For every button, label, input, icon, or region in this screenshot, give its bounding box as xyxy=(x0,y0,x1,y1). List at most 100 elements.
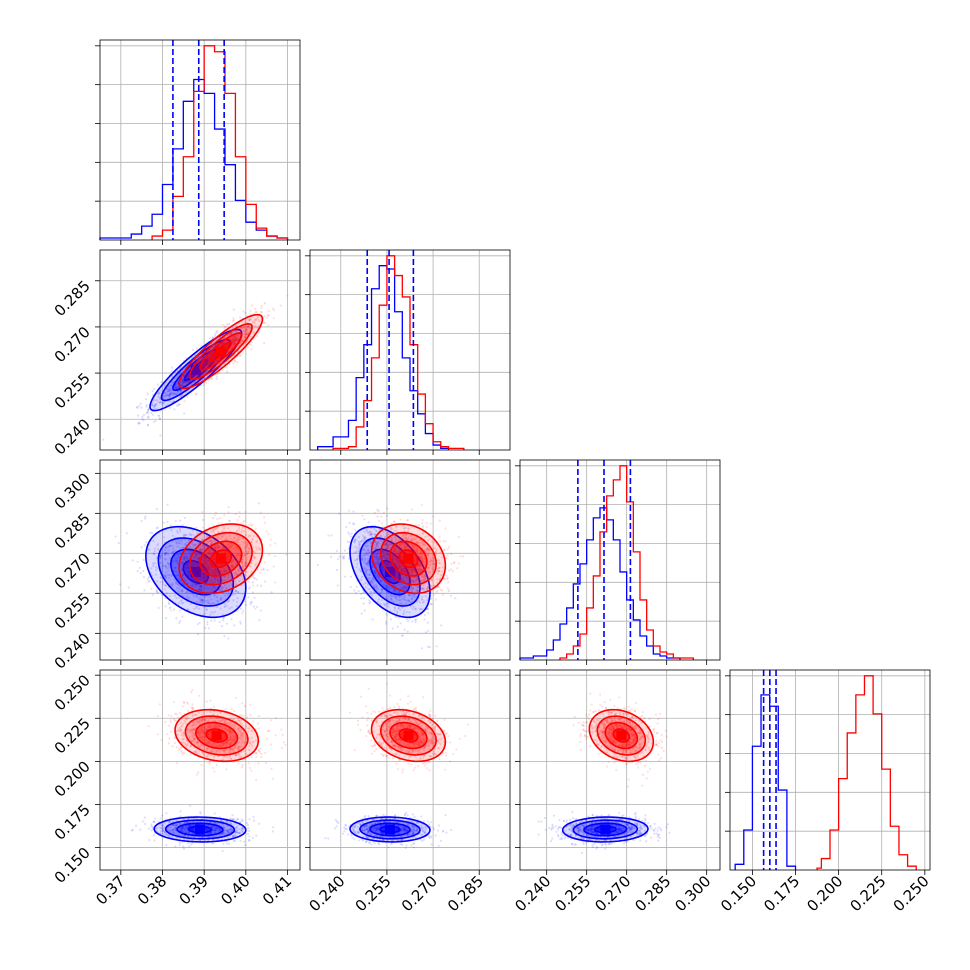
density-peak-series-0 xyxy=(190,365,201,375)
x-tick-label: 0.41 xyxy=(259,872,295,908)
density-peak-series-0 xyxy=(385,567,395,577)
contour-level-2 xyxy=(359,819,421,840)
contour-level-1 xyxy=(389,721,428,750)
y-tick-label: 0.240 xyxy=(51,629,94,672)
x-tick-label: 0.240 xyxy=(511,872,554,915)
contour-level-2 xyxy=(164,819,236,840)
contour-level-2 xyxy=(379,531,437,586)
contour-level-1 xyxy=(369,822,411,837)
y-tick-label: 0.250 xyxy=(51,671,94,714)
contour-level-3 xyxy=(149,328,243,412)
contour-level-2 xyxy=(572,819,639,840)
histogram-1-series-1 xyxy=(332,255,465,450)
y-tick-label: 0.285 xyxy=(51,509,94,552)
panel-frame xyxy=(99,249,301,451)
contour-level-2 xyxy=(184,715,249,756)
density-peak-series-0 xyxy=(190,567,201,577)
contour-level-0 xyxy=(612,728,631,743)
x-tick-label: 0.200 xyxy=(803,872,846,915)
density-peak-series-1 xyxy=(215,553,226,564)
contour-level-3 xyxy=(153,816,247,843)
contours-series-0 xyxy=(349,816,431,843)
density-peak-series-1 xyxy=(215,346,226,357)
contour-level-2 xyxy=(188,323,253,381)
y-tick-label: 0.225 xyxy=(51,714,94,757)
contour-level-0 xyxy=(183,359,209,381)
contour-level-1 xyxy=(369,548,411,596)
histogram-2-series-1 xyxy=(559,465,694,660)
contour-level-2 xyxy=(359,537,421,607)
panel-frame xyxy=(729,669,931,871)
contour-level-0 xyxy=(379,825,401,834)
scatter-panel-2-3 xyxy=(519,669,721,871)
contour-level-1 xyxy=(583,822,628,837)
histogram-3-series-1 xyxy=(816,675,917,870)
x-tick-label: 0.270 xyxy=(591,872,634,915)
density-peak-series-0 xyxy=(385,824,395,835)
contours-series-1 xyxy=(370,708,447,763)
histogram-panel-1 xyxy=(305,249,511,451)
x-tick-label: 0.285 xyxy=(444,872,487,915)
contour-level-0 xyxy=(209,549,233,569)
contour-level-1 xyxy=(199,332,243,371)
y-tick-label: 0.270 xyxy=(51,323,94,366)
contour-level-3 xyxy=(178,313,264,390)
x-tick-label: 0.225 xyxy=(846,872,889,915)
panel-frame xyxy=(99,39,301,241)
y-tick-label: 0.240 xyxy=(51,415,94,458)
contour-level-0 xyxy=(398,728,419,743)
histogram-1-series-0 xyxy=(317,265,450,450)
contour-level-1 xyxy=(389,540,428,577)
y-tick-label: 0.270 xyxy=(51,549,94,592)
contour-level-3 xyxy=(145,525,247,619)
y-tick-label: 0.300 xyxy=(51,469,94,512)
contour-level-0 xyxy=(398,549,419,569)
x-tick-label: 0.240 xyxy=(305,872,348,915)
contour-level-0 xyxy=(187,825,213,834)
y-tick-label: 0.150 xyxy=(51,844,94,887)
contour-level-3 xyxy=(174,708,260,763)
contours-series-1 xyxy=(178,313,264,390)
contour-level-2 xyxy=(188,531,253,586)
scatter-panel-0-1 xyxy=(99,249,301,451)
x-tick-label: 0.40 xyxy=(217,872,253,908)
x-tick-label: 0.38 xyxy=(134,872,170,908)
contour-level-3 xyxy=(349,816,431,843)
contours-series-1 xyxy=(174,708,260,763)
panel-frame xyxy=(519,669,721,871)
panel-frame xyxy=(309,669,511,871)
density-peak-series-1 xyxy=(403,730,414,741)
contour-level-1 xyxy=(176,822,224,837)
contour-level-3 xyxy=(370,708,447,763)
density-peak-series-1 xyxy=(616,730,627,741)
panel-frame xyxy=(99,459,301,661)
histogram-panel-0 xyxy=(95,39,301,241)
contours-series-0 xyxy=(561,816,649,843)
scatter-panel-1-2 xyxy=(309,459,511,661)
y-tick-label: 0.200 xyxy=(51,757,94,800)
contour-level-1 xyxy=(195,721,239,750)
contours-series-0 xyxy=(349,525,431,619)
x-tick-label: 0.255 xyxy=(551,872,594,915)
panel-frame xyxy=(309,249,511,451)
y-tick-label: 0.175 xyxy=(51,801,94,844)
x-tick-label: 0.250 xyxy=(890,872,933,915)
scatter-panel-0-3 xyxy=(99,669,301,871)
panel-frame xyxy=(519,459,721,661)
x-tick-label: 0.39 xyxy=(176,872,212,908)
density-peak-series-1 xyxy=(211,730,222,741)
contour-level-3 xyxy=(561,816,649,843)
density-peak-series-0 xyxy=(195,824,205,835)
contour-level-1 xyxy=(170,548,222,596)
contour-level-2 xyxy=(157,537,235,607)
contour-level-3 xyxy=(370,523,447,595)
scatter-panel-1-3 xyxy=(309,669,511,871)
x-tick-label: 0.175 xyxy=(760,872,803,915)
contour-level-3 xyxy=(349,525,431,619)
density-peak-series-1 xyxy=(403,553,414,564)
contour-level-0 xyxy=(379,559,401,585)
contour-level-3 xyxy=(178,523,264,595)
x-tick-label: 0.300 xyxy=(671,872,714,915)
contours-series-1 xyxy=(370,523,447,595)
